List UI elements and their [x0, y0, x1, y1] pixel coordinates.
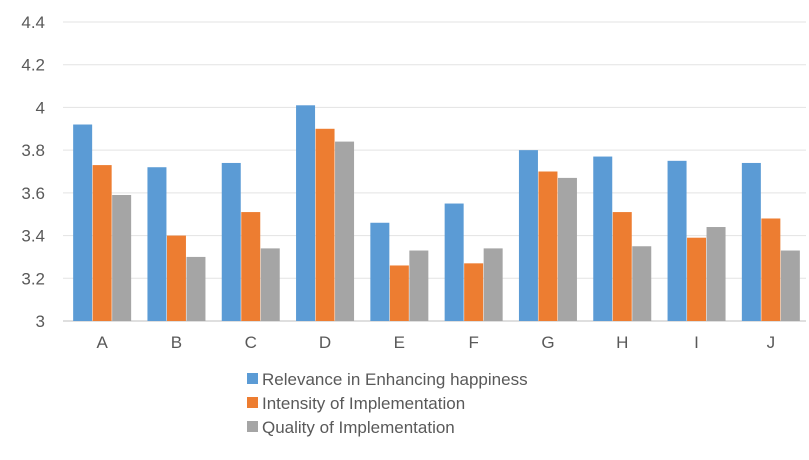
y-tick-label: 3.6 — [21, 184, 45, 203]
y-tick-label: 3.4 — [21, 227, 45, 246]
y-tick-label: 3.2 — [21, 269, 45, 288]
x-tick-label: G — [541, 333, 554, 352]
bar-A-series-1 — [73, 124, 93, 321]
bar-C-series-2 — [241, 212, 261, 321]
bar-H-series-2 — [612, 212, 632, 321]
legend-label: Quality of Implementation — [262, 418, 455, 437]
legend: Relevance in Enhancing happiness Intensit… — [247, 370, 528, 437]
bar-J-series-1 — [741, 162, 761, 321]
bar-I-series-3 — [706, 227, 726, 321]
x-tick-label: I — [694, 333, 699, 352]
y-tick-label: 4.2 — [21, 56, 45, 75]
legend-swatch — [247, 397, 258, 408]
x-tick-label: A — [96, 333, 108, 352]
bar-G-series-2 — [538, 171, 558, 321]
bar-H-series-1 — [593, 156, 613, 321]
legend-label: Intensity of Implementation — [262, 394, 465, 413]
bar-D-series-2 — [315, 128, 335, 321]
bar-F-series-2 — [464, 263, 484, 321]
bar-I-series-1 — [667, 160, 687, 321]
bar-F-series-1 — [444, 203, 464, 321]
y-tick-label: 4.4 — [21, 13, 45, 32]
x-tick-label: C — [245, 333, 257, 352]
bars-layer — [73, 105, 800, 322]
legend-label: Relevance in Enhancing happiness — [262, 370, 528, 389]
y-tick-label: 3 — [36, 312, 45, 331]
bar-A-series-3 — [112, 194, 132, 321]
bar-B-series-2 — [166, 235, 186, 321]
bar-I-series-2 — [687, 237, 707, 321]
bar-F-series-3 — [483, 248, 503, 321]
bar-B-series-3 — [186, 256, 206, 321]
bar-E-series-2 — [389, 265, 409, 321]
legend-swatch — [247, 421, 258, 432]
bar-D-series-3 — [335, 141, 355, 321]
x-axis-ticks: A B C D E F G H I J — [96, 333, 775, 352]
y-axis-ticks: 3 3.2 3.4 3.6 3.8 4 4.2 4.4 — [21, 13, 45, 331]
bar-A-series-2 — [92, 165, 112, 321]
y-tick-label: 4 — [36, 98, 45, 117]
bar-J-series-3 — [780, 250, 800, 321]
y-tick-label: 3.8 — [21, 141, 45, 160]
bar-H-series-3 — [632, 246, 652, 321]
bar-D-series-1 — [296, 105, 316, 322]
bar-E-series-1 — [370, 222, 390, 321]
bar-C-series-3 — [260, 248, 280, 321]
bar-G-series-3 — [557, 177, 577, 321]
x-tick-label: D — [319, 333, 331, 352]
x-tick-label: B — [171, 333, 182, 352]
x-tick-label: J — [767, 333, 776, 352]
x-tick-label: F — [468, 333, 478, 352]
bar-G-series-1 — [518, 150, 538, 321]
legend-swatch — [247, 373, 258, 384]
x-tick-label: H — [616, 333, 628, 352]
bar-E-series-3 — [409, 250, 429, 321]
bar-C-series-1 — [221, 162, 241, 321]
bar-B-series-1 — [147, 167, 167, 321]
bar-J-series-2 — [761, 218, 781, 321]
x-tick-label: E — [394, 333, 405, 352]
